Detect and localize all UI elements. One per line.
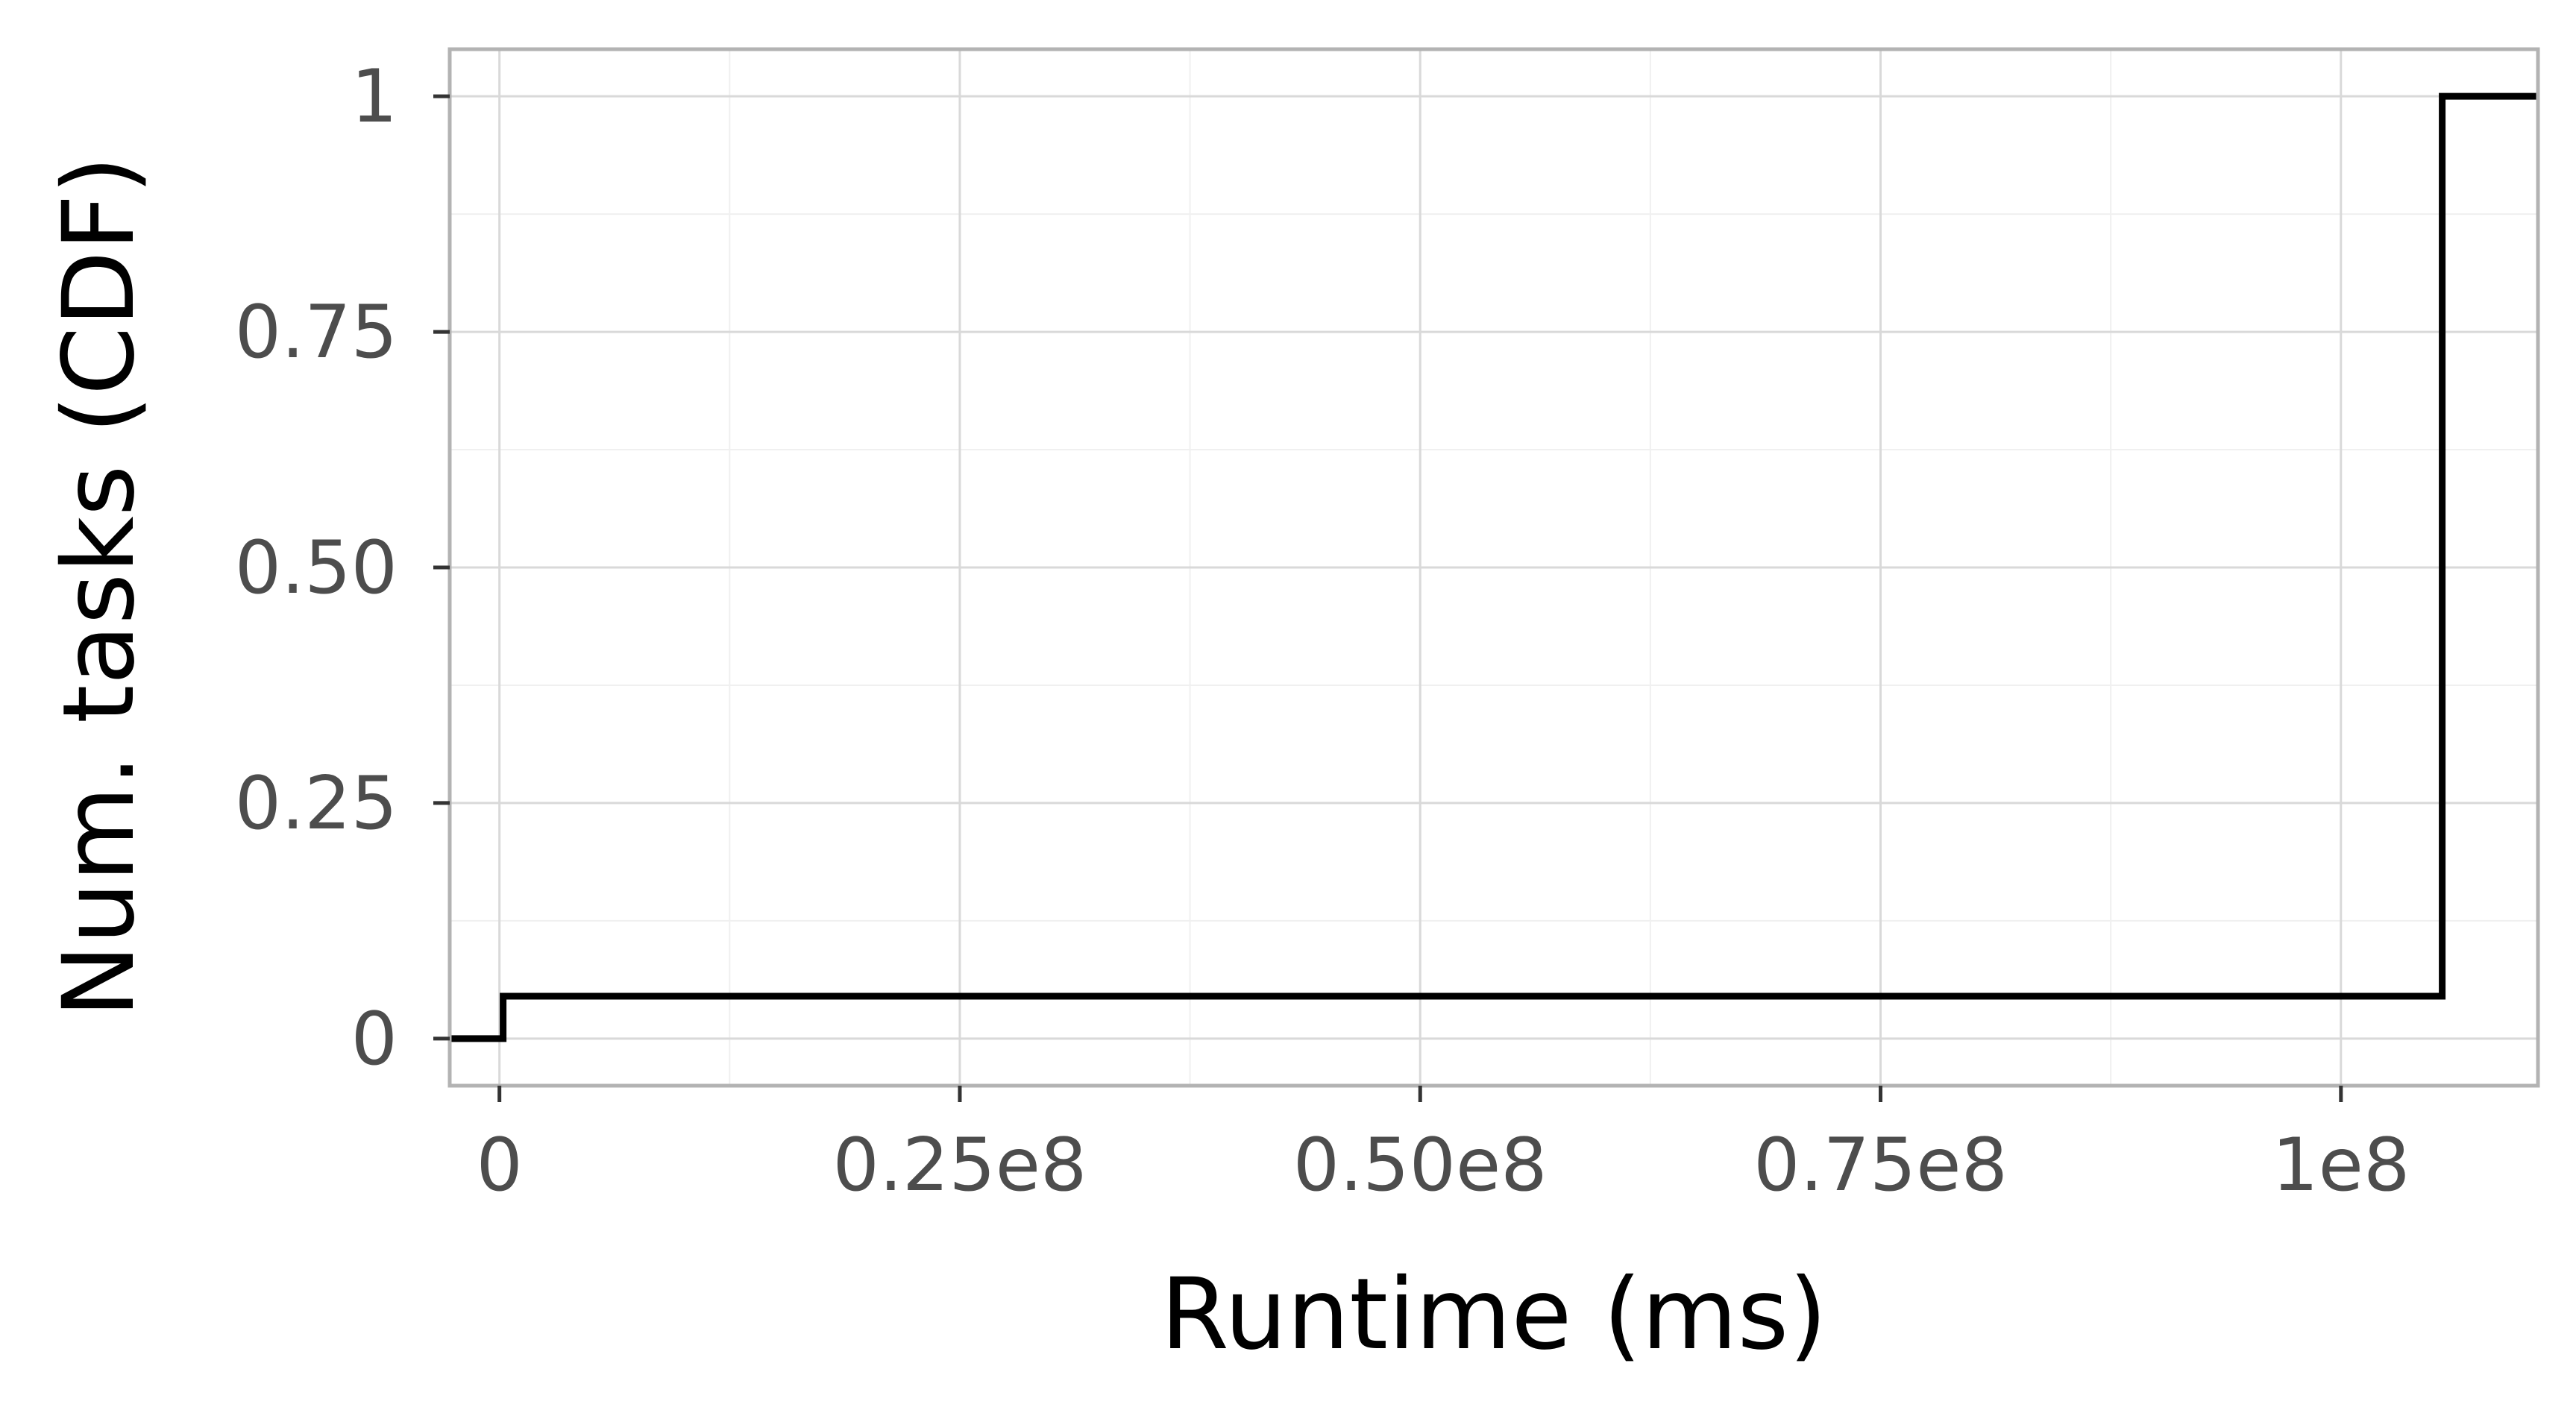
y-tick-label: 0.75: [235, 290, 398, 375]
x-tick-label: 0.25e8: [833, 1123, 1087, 1208]
y-tick-label: 0.25: [235, 761, 398, 846]
x-axis-title: Runtime (ms): [1160, 1257, 1827, 1372]
x-tick-label: 0.75e8: [1753, 1123, 2008, 1208]
major-grid: [450, 49, 2538, 1086]
x-axis-ticks: 0 0.25e8 0.50e8 0.75e8 1e8: [476, 1086, 2410, 1208]
y-axis-ticks: 0 0.25 0.50 0.75 1: [235, 54, 450, 1082]
x-tick-label: 1e8: [2272, 1123, 2410, 1208]
y-axis-title: Num. tasks (CDF): [42, 156, 157, 1018]
x-tick-label: 0: [476, 1123, 522, 1208]
y-tick-label: 0: [351, 997, 398, 1082]
y-tick-label: 0.50: [235, 526, 398, 611]
cdf-series-line: [450, 92, 2538, 1042]
x-tick-label: 0.50e8: [1293, 1123, 1548, 1208]
y-tick-label: 1: [351, 54, 398, 139]
minor-grid: [450, 49, 2538, 1086]
